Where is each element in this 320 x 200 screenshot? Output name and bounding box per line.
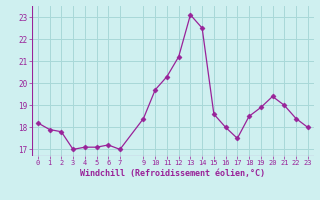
- X-axis label: Windchill (Refroidissement éolien,°C): Windchill (Refroidissement éolien,°C): [80, 169, 265, 178]
